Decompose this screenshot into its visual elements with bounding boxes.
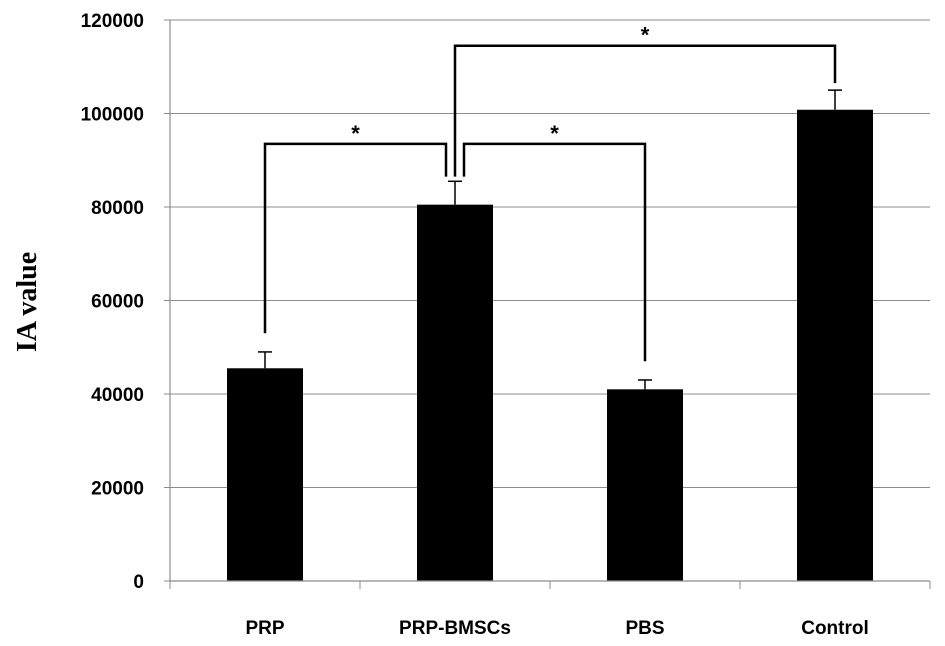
y-tick-label: 80000 <box>91 198 144 219</box>
bars <box>227 109 873 581</box>
bar <box>607 389 683 581</box>
y-tick-label: 0 <box>133 572 144 593</box>
significance-star: * <box>641 23 650 48</box>
bar <box>797 109 873 581</box>
significance-star: * <box>550 121 559 146</box>
significance-brackets: * * * <box>263 23 837 362</box>
y-tick-label: 120000 <box>81 11 144 32</box>
significance-bracket <box>263 142 448 334</box>
significance-star: * <box>351 121 360 146</box>
y-tick-label: 20000 <box>91 479 144 500</box>
bar <box>227 368 303 581</box>
y-axis-label: IA value <box>12 252 43 352</box>
x-tick-label: Control <box>801 618 869 639</box>
x-tick-label: PRP-BMSCs <box>399 618 511 639</box>
x-tick-label: PBS <box>625 618 664 639</box>
y-tick-label: 40000 <box>91 385 144 406</box>
x-tick-label: PRP <box>245 618 284 639</box>
bar <box>417 204 493 581</box>
significance-bracket <box>453 44 837 177</box>
error-bars <box>258 89 842 390</box>
y-tick-label: 60000 <box>91 292 144 313</box>
x-tick-labels: PRP PRP-BMSCs PBS Control <box>245 618 868 639</box>
y-tick-labels: 0 20000 40000 60000 80000 100000 120000 <box>81 11 144 593</box>
significance-bracket <box>462 142 647 362</box>
axes <box>164 19 931 589</box>
y-tick-label: 100000 <box>81 105 144 126</box>
